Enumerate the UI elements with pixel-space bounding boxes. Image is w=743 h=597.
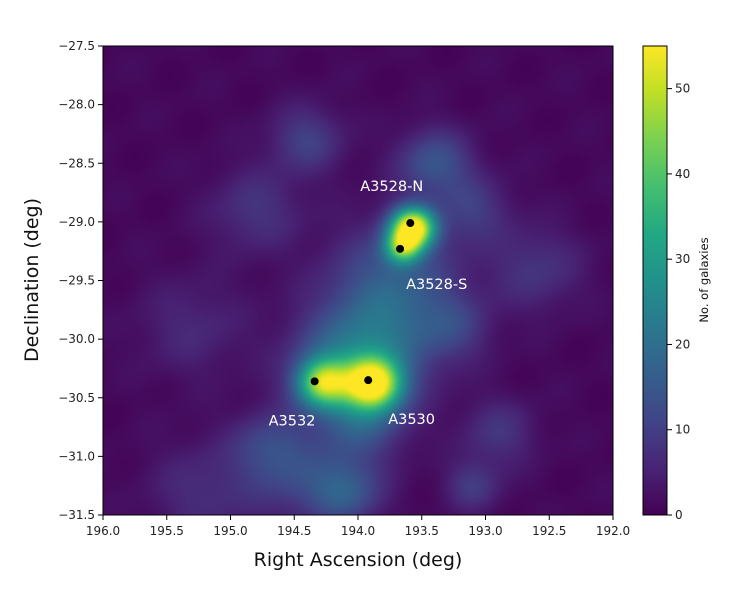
cluster-markers: A3528-N A3528-S A3532 A3530 [269, 179, 468, 429]
x-tick-label: 195.0 [213, 524, 247, 538]
y-axis-label: Declination (deg) [21, 198, 43, 362]
cluster-label: A3532 [269, 413, 316, 429]
y-tick-label: −31.5 [58, 508, 95, 522]
x-axis: 196.0 195.5 195.0 194.5 194.0 193.5 193.0 192.5… [86, 515, 630, 538]
x-tick-label: 192.5 [532, 524, 566, 538]
y-tick-label: −30.0 [58, 332, 95, 346]
cluster-label: A3530 [388, 412, 435, 428]
y-tick-label: −30.5 [58, 391, 95, 405]
colorbar-tick-label: 30 [675, 252, 690, 266]
colorbar-tick-label: 10 [675, 423, 690, 437]
x-tick-label: 194.5 [277, 524, 311, 538]
cluster-point [396, 244, 405, 253]
colorbar-label: No. of galaxies [697, 237, 711, 322]
x-tick-label: 193.0 [468, 524, 502, 538]
y-axis: −27.5 −28.0 −28.5 −29.0 −29.5 −30.0 −30.5 −31.0… [58, 39, 103, 522]
cluster-point [406, 219, 415, 228]
x-tick-label: 194.0 [341, 524, 375, 538]
y-tick-label: −28.5 [58, 156, 95, 170]
cluster-label: A3528-N [360, 179, 423, 195]
colorbar-tick-label: 40 [675, 167, 690, 181]
colorbar-tick-label: 20 [675, 337, 690, 351]
y-tick-label: −29.0 [58, 215, 95, 229]
y-tick-label: −28.0 [58, 98, 95, 112]
x-tick-label: 195.5 [150, 524, 184, 538]
y-tick-label: −31.0 [58, 449, 95, 463]
x-axis-label: Right Ascension (deg) [254, 549, 463, 571]
x-tick-label: 192.0 [596, 524, 630, 538]
y-tick-label: −27.5 [58, 39, 95, 53]
colorbar-tick-label: 50 [675, 82, 690, 96]
x-tick-label: 196.0 [86, 524, 120, 538]
cluster-point [310, 377, 319, 386]
cluster-label: A3528-S [406, 277, 467, 293]
cluster-point [364, 376, 373, 385]
colorbar [642, 45, 668, 516]
x-tick-label: 193.5 [405, 524, 439, 538]
colorbar-tick-label: 0 [675, 508, 683, 522]
density-heatmap [103, 46, 613, 515]
colorbar-ticks: 0 10 20 30 40 50 [667, 82, 690, 522]
y-tick-label: −29.5 [58, 274, 95, 288]
